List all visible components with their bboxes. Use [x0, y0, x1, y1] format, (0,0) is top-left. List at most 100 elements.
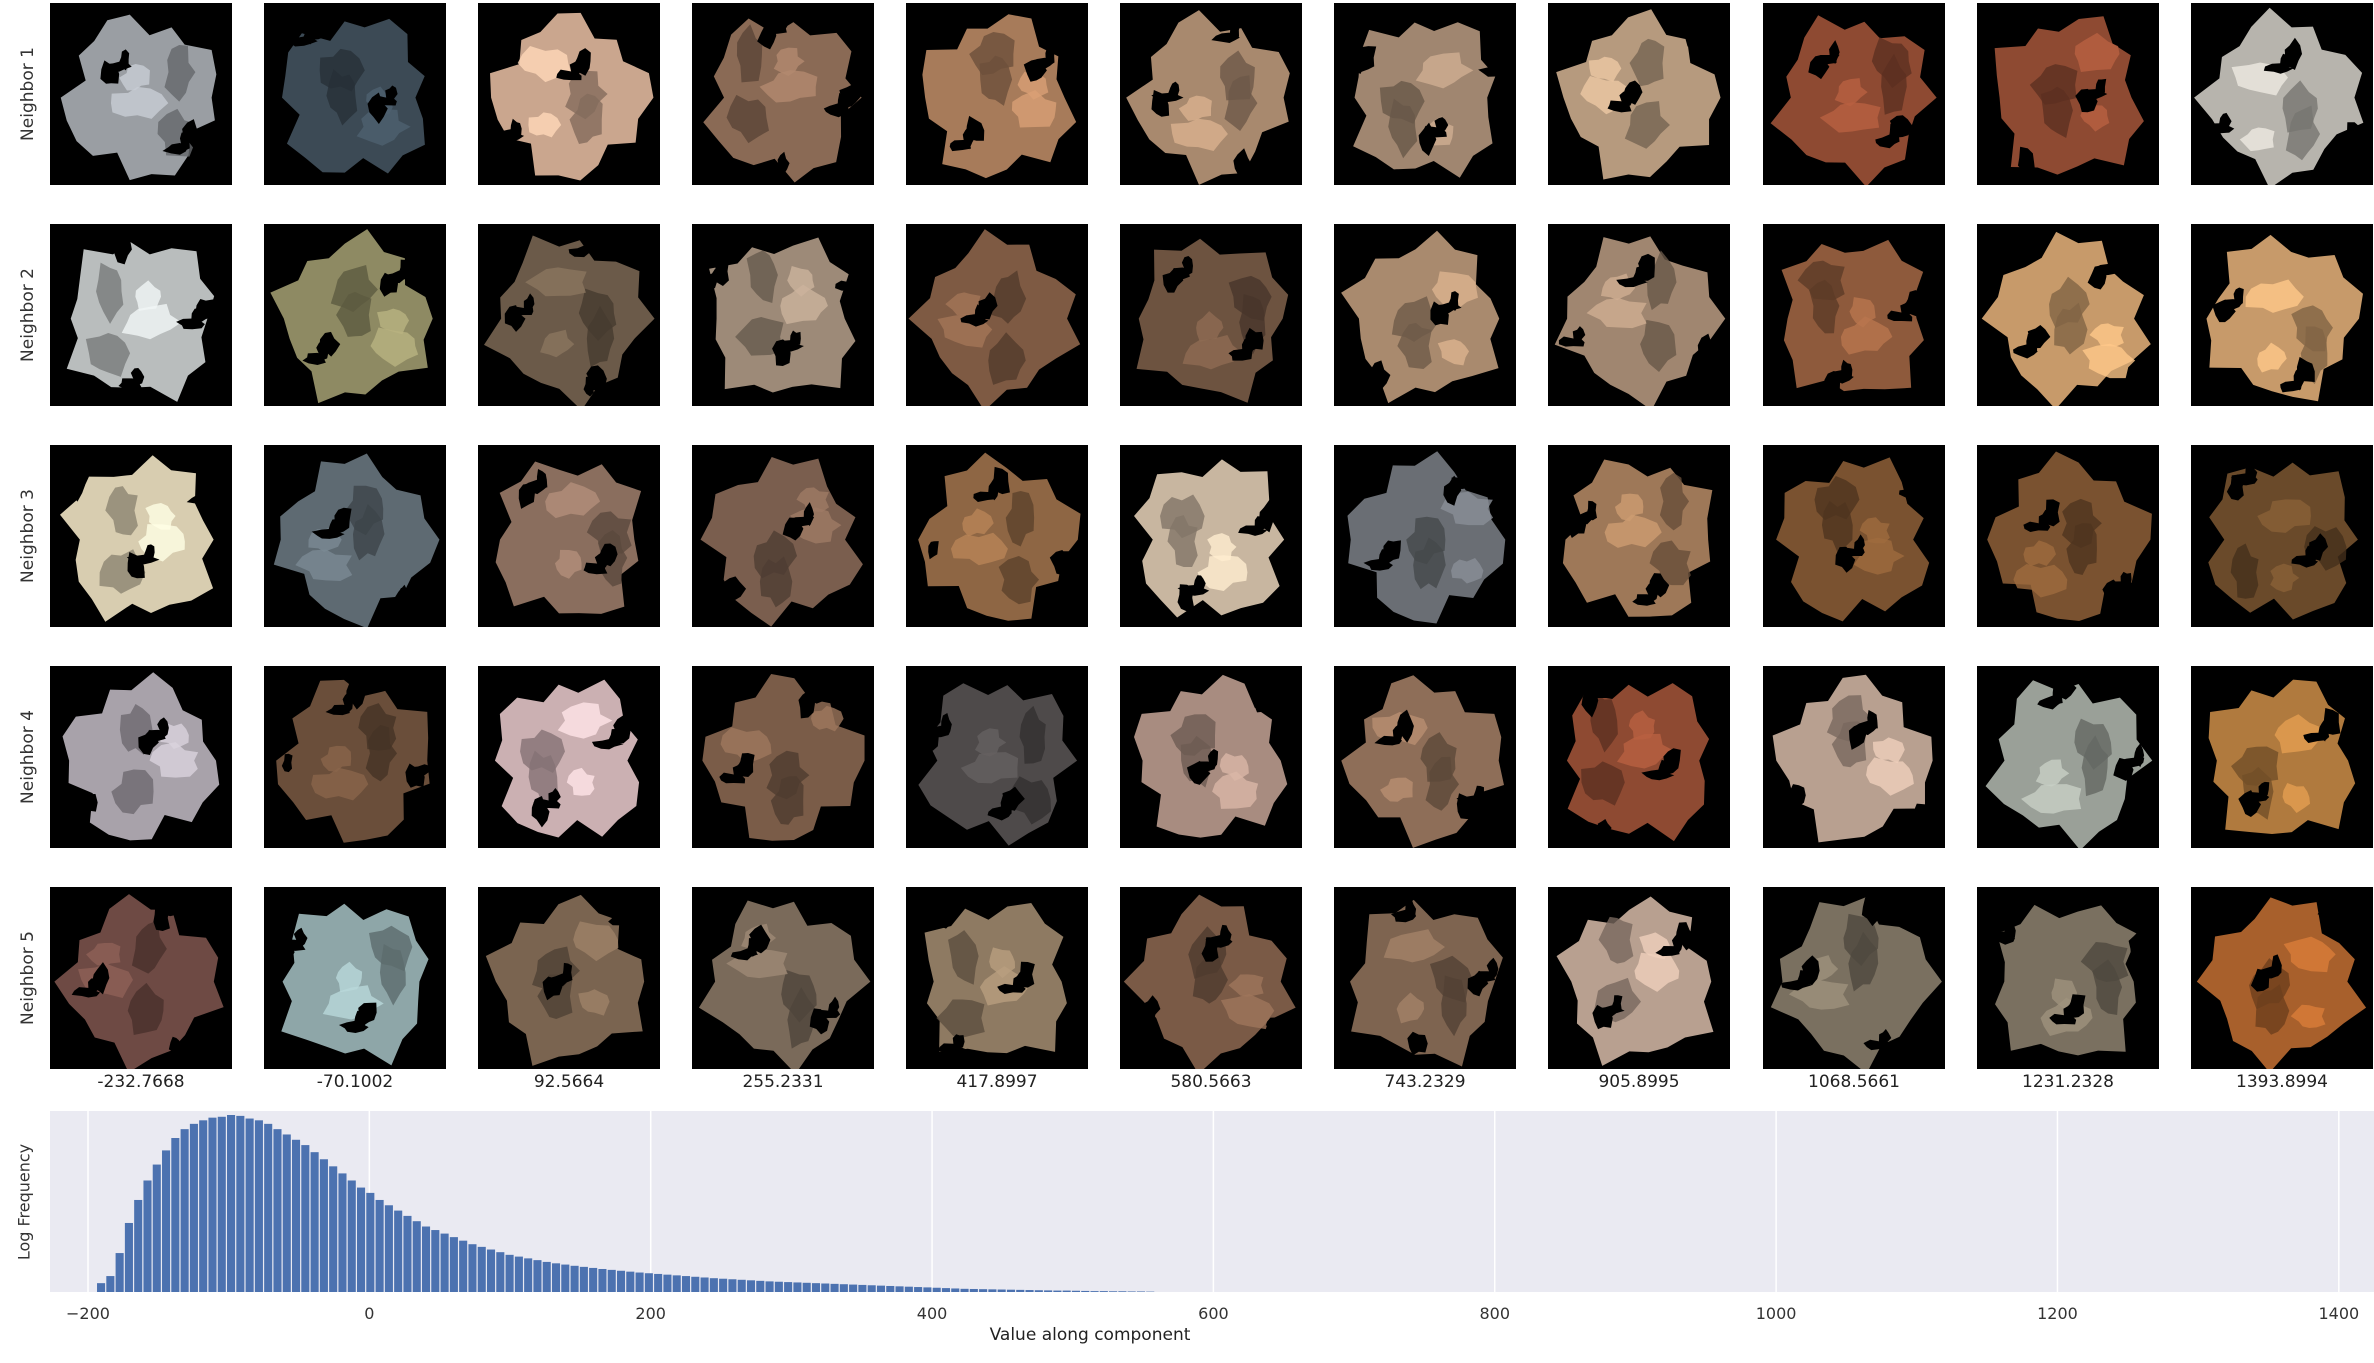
histogram-bar	[802, 1282, 811, 1292]
neighbor-4-thumbnail-4	[692, 666, 874, 848]
row-label-neighbor-4: Neighbor 4	[18, 710, 38, 804]
column-value-label: 743.2329	[1384, 1072, 1466, 1092]
histogram-bar	[477, 1246, 486, 1292]
histogram-bar	[691, 1276, 700, 1292]
row-label-neighbor-5: Neighbor 5	[18, 931, 38, 1025]
neighbor-2-thumbnail-1	[50, 224, 232, 406]
histogram-bar	[793, 1282, 802, 1292]
histogram-bar	[876, 1285, 886, 1292]
histogram-panel	[50, 1111, 2374, 1292]
histogram-bar	[681, 1276, 691, 1292]
neighbor-4-thumbnail-1	[50, 666, 232, 848]
histogram-bar	[997, 1289, 1006, 1292]
histogram-bar	[459, 1240, 468, 1292]
x-tick-label: 1200	[2037, 1304, 2078, 1323]
histogram-bar	[654, 1273, 663, 1292]
x-tick-label: 800	[1479, 1304, 1511, 1323]
neighbor-1-thumbnail-11	[2191, 3, 2373, 185]
histogram-bar	[941, 1288, 951, 1292]
histogram-bar	[960, 1288, 969, 1292]
column-value-label: 417.8997	[956, 1072, 1038, 1092]
histogram-bar	[719, 1278, 728, 1292]
histogram-bar	[784, 1282, 793, 1292]
histogram-bar	[616, 1270, 626, 1292]
histogram-bar	[106, 1276, 115, 1292]
neighbor-1-thumbnail-3	[478, 3, 660, 185]
neighbor-3-thumbnail-3	[478, 445, 660, 627]
neighbor-5-thumbnail-10	[1977, 887, 2159, 1069]
histogram-bar	[672, 1275, 681, 1292]
neighbor-5-thumbnail-3	[478, 887, 660, 1069]
histogram-bar	[97, 1283, 106, 1292]
neighbor-5-thumbnail-1	[50, 887, 232, 1069]
histogram-bar	[199, 1120, 208, 1292]
neighbor-3-thumbnail-10	[1977, 445, 2159, 627]
histogram-bar	[579, 1266, 588, 1292]
neighbor-4-thumbnail-8	[1548, 666, 1730, 848]
neighbor-4-thumbnail-10	[1977, 666, 2159, 848]
column-value-label: 92.5664	[533, 1072, 605, 1092]
histogram-plot	[50, 1111, 2374, 1292]
histogram-bar	[709, 1278, 718, 1292]
neighbor-4-thumbnail-11	[2191, 666, 2373, 848]
histogram-bar	[988, 1289, 997, 1292]
neighbor-1-thumbnail-2	[264, 3, 446, 185]
histogram-bar	[394, 1210, 403, 1292]
histogram-bar	[551, 1263, 561, 1292]
histogram-bar	[969, 1288, 978, 1292]
histogram-bar	[162, 1150, 171, 1292]
histogram-bar	[1109, 1291, 1118, 1292]
column-value-label: 1068.5661	[1808, 1072, 1900, 1092]
neighbor-1-thumbnail-9	[1763, 3, 1945, 185]
neighbor-3-thumbnail-1	[50, 445, 232, 627]
histogram-bar	[765, 1281, 774, 1292]
histogram-bar	[134, 1199, 143, 1292]
neighbor-3-thumbnail-11	[2191, 445, 2373, 627]
histogram-bar	[524, 1258, 533, 1292]
row-label-neighbor-1: Neighbor 1	[18, 47, 38, 141]
row-label-neighbor-2: Neighbor 2	[18, 268, 38, 362]
neighbor-4-thumbnail-6	[1120, 666, 1302, 848]
histogram-bar	[264, 1123, 273, 1292]
histogram-bar	[542, 1261, 551, 1292]
histogram-bar	[811, 1283, 821, 1292]
histogram-bar	[607, 1269, 616, 1292]
column-value-label: 580.5663	[1170, 1072, 1252, 1092]
histogram-bar	[1136, 1291, 1145, 1292]
histogram-bar	[347, 1180, 356, 1292]
neighbor-2-thumbnail-9	[1763, 224, 1945, 406]
histogram-bar	[329, 1166, 338, 1292]
neighbor-4-thumbnail-7	[1334, 666, 1516, 848]
histogram-bar	[412, 1221, 421, 1292]
histogram-bar	[421, 1226, 431, 1292]
neighbor-1-thumbnail-5	[906, 3, 1088, 185]
histogram-bar	[189, 1123, 198, 1292]
histogram-bar	[1006, 1289, 1016, 1292]
histogram-bar	[1044, 1290, 1053, 1292]
histogram-bar	[932, 1287, 941, 1292]
neighbor-1-thumbnail-6	[1120, 3, 1302, 185]
histogram-bar	[496, 1252, 505, 1292]
neighbor-5-thumbnail-2	[264, 887, 446, 1069]
neighbor-2-thumbnail-2	[264, 224, 446, 406]
x-tick-label: 600	[1198, 1304, 1229, 1323]
neighbor-2-thumbnail-8	[1548, 224, 1730, 406]
neighbor-1-thumbnail-7	[1334, 3, 1516, 185]
histogram-bar	[124, 1222, 133, 1292]
histogram-bar	[375, 1199, 384, 1292]
neighbor-5-thumbnail-11	[2191, 887, 2373, 1069]
histogram-bar	[886, 1285, 895, 1292]
neighbor-3-thumbnail-5	[906, 445, 1088, 627]
histogram-bar	[867, 1285, 876, 1292]
neighbor-5-thumbnail-9	[1763, 887, 1945, 1069]
histogram-bar	[570, 1265, 579, 1292]
histogram-bar	[700, 1277, 709, 1292]
neighbor-1-thumbnail-1	[50, 3, 232, 185]
histogram-bar	[449, 1237, 458, 1292]
x-tick-label: 1000	[1755, 1304, 1797, 1323]
histogram-bar	[366, 1192, 375, 1292]
neighbor-3-thumbnail-6	[1120, 445, 1302, 627]
histogram-bar	[533, 1260, 542, 1292]
histogram-bar	[514, 1256, 523, 1292]
histogram-bar	[217, 1116, 226, 1292]
